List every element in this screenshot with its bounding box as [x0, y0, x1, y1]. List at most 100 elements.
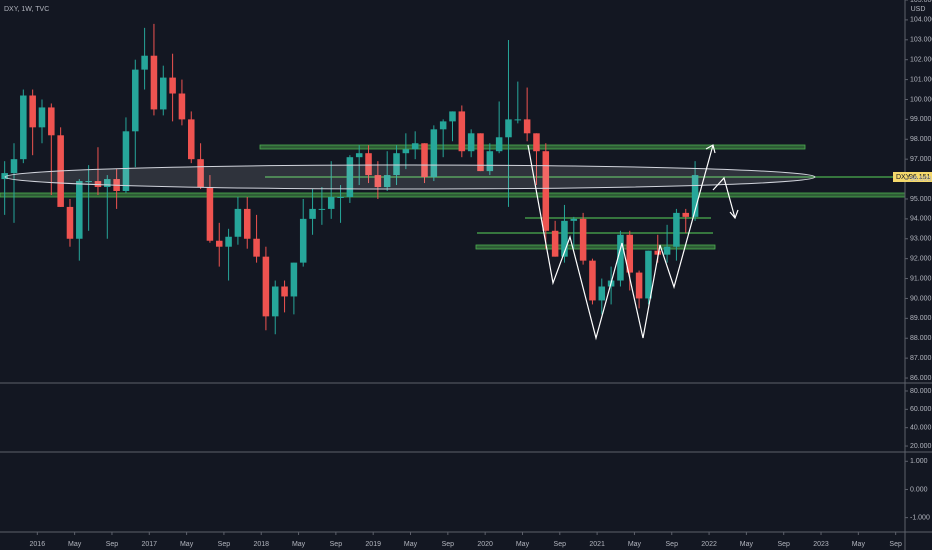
candle-body: [262, 256, 270, 317]
y-tick-label: 88.000: [910, 335, 932, 342]
y-tick-label: 103.000: [910, 37, 932, 44]
y-tick-label: 100.000: [910, 96, 932, 103]
candle-body: [663, 246, 671, 255]
candle-body: [243, 208, 251, 239]
candle-body: [290, 262, 298, 297]
y-tick-label: 20.000: [910, 443, 932, 450]
x-tick-label: May: [292, 541, 306, 548]
x-tick-label: 2016: [30, 541, 46, 548]
candle-body: [197, 159, 204, 188]
candle-body: [187, 119, 195, 160]
arrow-head: [705, 144, 716, 154]
candle-body: [66, 206, 74, 239]
y-tick-label: 93.000: [910, 236, 932, 243]
x-tick-label: May: [516, 541, 530, 548]
x-tick-label: Sep: [442, 541, 455, 548]
candle-body: [215, 240, 223, 247]
ellipse: [4, 164, 816, 190]
pattern-path: [527, 144, 714, 341]
candle-body: [533, 133, 540, 152]
y-tick-label: 87.000: [910, 355, 932, 362]
x-tick-label: 2017: [141, 541, 157, 548]
candle-body: [309, 208, 316, 219]
x-tick-label: Sep: [777, 541, 790, 548]
y-tick-label: 1.000: [910, 458, 928, 465]
candle-body: [271, 286, 279, 317]
candle-body: [1, 173, 8, 180]
candle-body: [635, 272, 643, 299]
candle-body: [374, 175, 382, 188]
candle-body: [626, 234, 634, 273]
x-tick-label: May: [628, 541, 642, 548]
x-tick-label: Sep: [330, 541, 343, 548]
x-tick-label: 2019: [365, 541, 381, 548]
candle-body: [299, 218, 307, 263]
candle-body: [617, 234, 624, 281]
x-tick-label: 2023: [813, 541, 829, 548]
x-tick-label: May: [740, 541, 754, 548]
y-tick-label: 94.000: [910, 216, 932, 223]
candle-body: [551, 230, 559, 257]
candle-body: [38, 107, 46, 128]
chart-title: DXY, 1W, TVC: [4, 6, 49, 13]
y-tick-label: 97.000: [910, 156, 932, 163]
candle-body: [132, 69, 139, 132]
x-tick-label: Sep: [218, 541, 231, 548]
x-tick-label: Sep: [889, 541, 902, 548]
x-tick-label: 2021: [589, 541, 605, 548]
candle-body: [393, 153, 400, 176]
candle-body: [691, 175, 699, 217]
candle-body: [458, 111, 466, 152]
y-tick-label: 105.000: [910, 0, 932, 4]
currency: USD: [911, 6, 926, 13]
candle-body: [598, 286, 606, 301]
candle-body: [449, 111, 456, 122]
candle-body: [430, 129, 438, 178]
y-tick-label: 80.000: [910, 388, 932, 395]
x-tick-label: Sep: [554, 541, 567, 548]
candle-body: [20, 95, 27, 160]
candle-body: [48, 107, 55, 136]
x-tick-label: 2018: [253, 541, 269, 548]
candle-body: [150, 55, 158, 110]
candle-body: [169, 77, 176, 94]
candle-body: [579, 218, 587, 261]
candle-body: [523, 119, 531, 134]
y-tick-label: 101.000: [910, 76, 932, 83]
x-tick-label: May: [852, 541, 866, 548]
candle-body: [85, 181, 92, 183]
y-tick-label: 99.000: [910, 116, 932, 123]
y-tick-label: 92.000: [910, 255, 932, 262]
candle-body: [645, 250, 652, 299]
x-tick-label: Sep: [106, 541, 119, 548]
candle-body: [421, 143, 428, 178]
candle-body: [495, 137, 503, 152]
y-tick-label: 40.000: [910, 425, 932, 432]
y-tick-label: 89.000: [910, 315, 932, 322]
candle-body: [10, 159, 18, 174]
last-price-label: 96.151: [909, 174, 931, 181]
x-tick-label: May: [68, 541, 82, 548]
candles: [1, 23, 699, 335]
x-tick-label: May: [180, 541, 194, 548]
candle-body: [570, 218, 578, 221]
candle-body: [589, 260, 596, 301]
candle-body: [365, 153, 372, 176]
candle-body: [514, 119, 522, 121]
candle-body: [355, 153, 363, 158]
candle-body: [141, 55, 148, 70]
candle-body: [673, 212, 680, 247]
zone: [475, 244, 716, 250]
candle-body: [94, 181, 102, 188]
candle-body: [402, 149, 410, 154]
candle-body: [439, 121, 447, 130]
candle-body: [29, 95, 36, 128]
x-tick-label: May: [404, 541, 418, 548]
candle-body: [327, 196, 335, 209]
candle-body: [160, 77, 167, 110]
candle-body: [253, 238, 260, 257]
y-tick-label: 90.000: [910, 295, 932, 302]
zone: [259, 144, 806, 150]
